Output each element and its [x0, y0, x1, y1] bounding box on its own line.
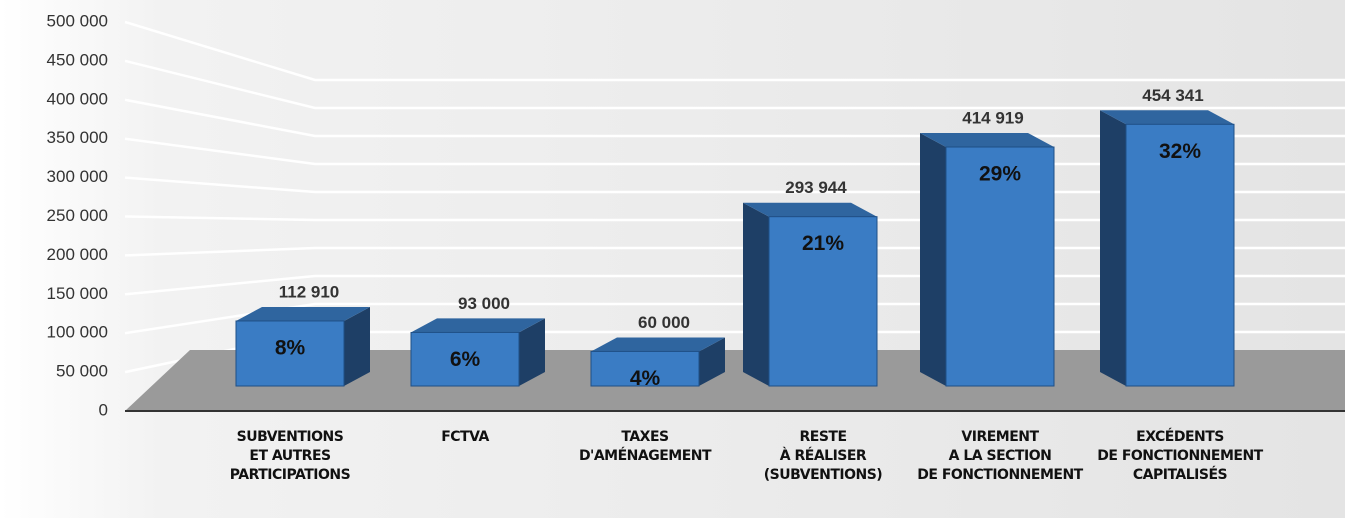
bar — [768, 216, 878, 387]
y-tick-label: 0 — [99, 400, 108, 419]
grid-line — [124, 20, 1345, 82]
bar-top — [743, 202, 877, 217]
value-label: 60 000 — [638, 313, 690, 332]
bar — [945, 146, 1055, 387]
bar-side — [1100, 110, 1126, 386]
x-tick-label: DE FONCTIONNEMENT — [1097, 448, 1263, 464]
y-tick-label: 450 000 — [47, 50, 108, 69]
x-tick-label: CAPITALISÉS — [1133, 466, 1228, 483]
share-label: 4% — [630, 367, 661, 390]
grid-line — [124, 59, 1345, 110]
bar — [410, 331, 520, 387]
y-tick-label: 300 000 — [47, 167, 108, 186]
share-label: 32% — [1159, 140, 1201, 163]
share-label: 6% — [450, 348, 481, 371]
x-tick-label: A LA SECTION — [949, 448, 1052, 464]
x-tick-label: PARTICIPATIONS — [230, 467, 351, 483]
value-label: 414 919 — [962, 108, 1023, 127]
y-tick-label: 200 000 — [47, 245, 108, 264]
x-tick-label: SUBVENTIONS — [237, 429, 344, 445]
bar-top — [236, 306, 370, 321]
bar — [235, 320, 345, 387]
x-tick-label: EXCÉDENTS — [1136, 428, 1224, 445]
bar-top — [920, 133, 1054, 148]
y-tick-label: 100 000 — [47, 323, 108, 342]
bar-top — [591, 337, 725, 352]
y-tick-label: 250 000 — [47, 206, 108, 225]
bar-top — [1100, 110, 1234, 125]
y-tick-label: 50 000 — [56, 362, 108, 381]
bar-side — [743, 202, 769, 386]
x-tick-label: VIREMENT — [961, 429, 1039, 445]
value-label: 112 910 — [279, 282, 340, 301]
bar — [590, 350, 700, 387]
bar — [1125, 123, 1235, 387]
x-tick-label: TAXES — [621, 429, 669, 445]
x-tick-label: À RÉALISER — [780, 447, 867, 464]
y-tick-label: 350 000 — [47, 128, 108, 147]
y-tick-label: 500 000 — [47, 11, 108, 30]
value-label: 293 944 — [785, 178, 847, 197]
bar-side — [920, 133, 946, 386]
share-label: 21% — [802, 232, 844, 255]
share-label: 8% — [275, 337, 306, 360]
bar-side — [699, 337, 725, 386]
share-label: 29% — [979, 163, 1021, 186]
bar-top — [411, 318, 545, 333]
bar-side — [344, 306, 370, 386]
y-tick-label: 400 000 — [47, 89, 108, 108]
value-label: 93 000 — [458, 294, 510, 313]
x-tick-label: RESTE — [799, 429, 846, 445]
y-tick-label: 150 000 — [47, 284, 108, 303]
bar-side — [519, 318, 545, 386]
x-tick-label: DE FONCTIONNEMENT — [917, 467, 1083, 483]
value-label: 454 341 — [1142, 86, 1203, 105]
x-tick-label: D'AMÉNAGEMENT — [579, 447, 712, 464]
x-tick-label: FCTVA — [441, 429, 489, 445]
x-tick-label: ET AUTRES — [249, 448, 331, 464]
x-tick-label: (SUBVENTIONS) — [764, 467, 883, 483]
